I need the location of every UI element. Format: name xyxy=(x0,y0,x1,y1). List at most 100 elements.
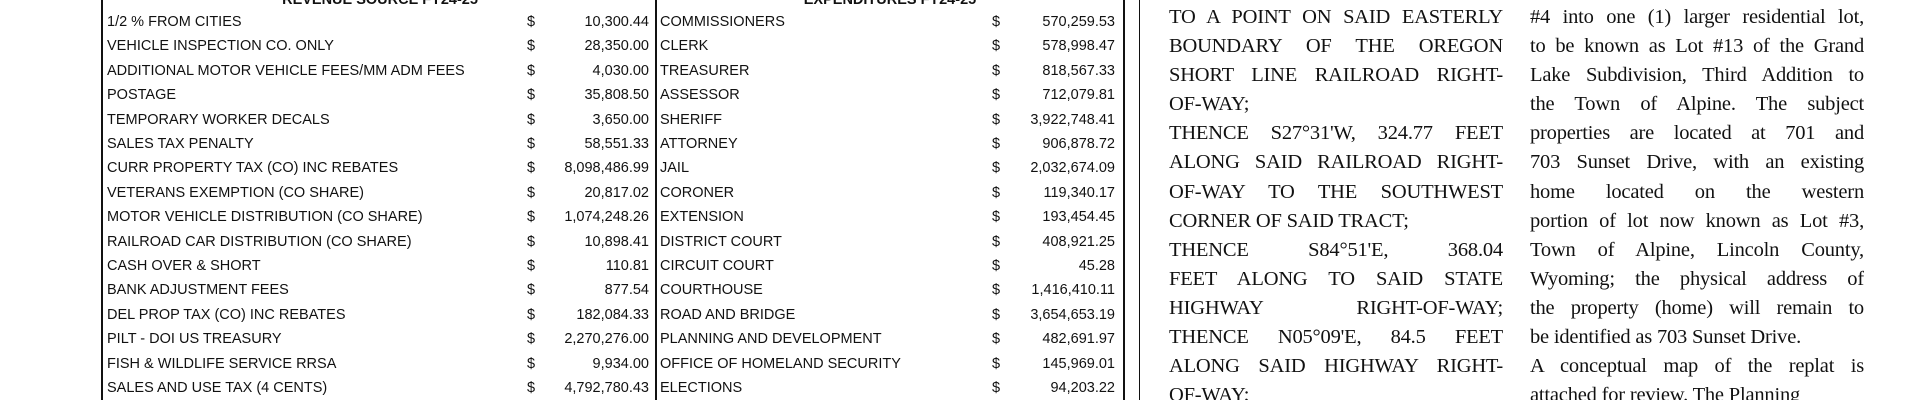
paragraph: THENCE S27°31'W, 324.77 FEET ALONG SAID R… xyxy=(1169,119,1503,235)
amount: 10,898.41 xyxy=(584,233,649,250)
currency-sign: $ xyxy=(992,38,1001,55)
amount: 8,098,486.99 xyxy=(564,160,649,177)
row-label: 1/2 % FROM CITIES xyxy=(107,14,242,30)
text-line: CORNER OF SAID TRACT; xyxy=(1169,209,1409,232)
text-line: #4 into one (1) larger residential lot, xyxy=(1530,6,1864,28)
text-line: Town of Alpine, Lincoln County, xyxy=(1530,238,1864,261)
amount: 3,654,653.19 xyxy=(1030,306,1115,323)
row-label: DISTRICT COURT xyxy=(660,233,782,250)
row-label: SALES TAX PENALTY xyxy=(107,136,254,152)
currency-sign: $ xyxy=(527,233,536,250)
text-line: properties are located at 701 and xyxy=(1530,122,1864,145)
row-label: RAILROAD CAR DISTRIBUTION (CO SHARE) xyxy=(107,233,412,250)
row-label: OFFICE OF HOMELAND SECURITY xyxy=(660,355,901,372)
row-label: DEL PROP TAX (CO) INC REBATES xyxy=(107,306,346,323)
currency-sign: $ xyxy=(527,184,536,201)
row-label: ELECTIONS xyxy=(660,380,743,396)
text-line: 703 Sunset Drive, with an existing xyxy=(1530,151,1864,174)
currency-sign: $ xyxy=(992,160,1001,177)
amount: 712,079.81 xyxy=(1042,87,1115,104)
amount: 2,270,276.00 xyxy=(564,331,649,348)
table-border xyxy=(1123,0,1125,400)
amount: 10,300.44 xyxy=(584,14,649,30)
row-label: POSTAGE xyxy=(107,87,177,104)
row-label: CORONER xyxy=(660,184,735,201)
text-line: portion of lot now known as Lot #3, xyxy=(1530,209,1864,232)
currency-sign: $ xyxy=(992,258,1001,274)
row-label: CASH OVER & SHORT xyxy=(107,258,261,274)
currency-sign: $ xyxy=(992,62,1001,79)
amount: 4,030.00 xyxy=(592,62,649,79)
text-line: the Town of Alpine. The subject xyxy=(1530,93,1864,116)
amount: 20,817.02 xyxy=(584,184,649,201)
amount: 45.28 xyxy=(1078,258,1115,274)
text-line: home located on the western xyxy=(1530,180,1864,203)
text-column: #4 into one (1) larger residential lot, t… xyxy=(1530,3,1864,400)
row-label: ATTORNEY xyxy=(660,136,738,152)
amount: 4,792,780.43 xyxy=(564,380,649,396)
amount: 877.54 xyxy=(604,282,649,299)
amount: 2,032,674.09 xyxy=(1030,160,1115,177)
currency-sign: $ xyxy=(527,306,536,323)
text-line: Lake Subdivision, Third Addition to xyxy=(1530,64,1864,87)
row-label: CLERK xyxy=(660,38,709,55)
row-label: SHERIFF xyxy=(660,111,723,128)
amount: 182,084.33 xyxy=(576,306,649,323)
row-label: ASSESSOR xyxy=(660,87,740,104)
table-divider xyxy=(655,0,657,400)
currency-sign: $ xyxy=(527,282,536,299)
row-label: BANK ADJUSTMENT FEES xyxy=(107,282,289,299)
amount: 1,074,248.26 xyxy=(564,209,649,226)
row-label: COURTHOUSE xyxy=(660,282,763,299)
currency-sign: $ xyxy=(992,282,1001,299)
amount: 35,808.50 xyxy=(584,87,649,104)
row-label: CIRCUIT COURT xyxy=(660,258,774,274)
currency-sign: $ xyxy=(527,62,536,79)
table-border xyxy=(101,0,103,400)
amount: 482,691.97 xyxy=(1042,331,1115,348)
paragraph: A conceptual map of the replat is attache… xyxy=(1530,352,1864,400)
text-column: TO A POINT ON SAID EASTERLY BOUNDARY OF T… xyxy=(1169,3,1503,400)
row-label: TEMPORARY WORKER DECALS xyxy=(107,111,330,128)
amount: 1,416,410.11 xyxy=(1031,282,1115,299)
row-label: COMMISSIONERS xyxy=(660,14,785,30)
row-label: PLANNING AND DEVELOPMENT xyxy=(660,331,882,348)
text-line: OF-WAY; xyxy=(1169,384,1250,400)
amount: 58,551.33 xyxy=(584,136,649,152)
amount: 3,922,748.41 xyxy=(1030,111,1115,128)
column-rule xyxy=(1139,0,1140,400)
row-label: TREASURER xyxy=(660,62,750,79)
text-line: HIGHWAY RIGHT-OF-WAY; xyxy=(1169,296,1503,319)
currency-sign: $ xyxy=(527,331,536,348)
row-label: VEHICLE INSPECTION CO. ONLY xyxy=(107,38,334,55)
amount: 578,998.47 xyxy=(1042,38,1115,55)
amount: 906,878.72 xyxy=(1042,136,1115,152)
paragraph: THENCE S84°51'E, 368.04 FEET ALONG TO SAI… xyxy=(1169,236,1503,400)
amount: 570,259.53 xyxy=(1042,14,1115,30)
text-line: OF-WAY TO THE SOUTHWEST xyxy=(1169,180,1503,203)
currency-sign: $ xyxy=(992,209,1001,226)
amount: 110.81 xyxy=(605,258,649,274)
text-line: OF-WAY; xyxy=(1169,93,1250,116)
text-line: THENCE S84°51'E, 368.04 xyxy=(1169,238,1503,261)
text-line: ALONG SAID RAILROAD RIGHT- xyxy=(1169,151,1503,174)
currency-sign: $ xyxy=(992,184,1001,201)
table-header: EXPENDITURES FY24-25 xyxy=(803,0,977,8)
text-line: Wyoming; the physical address of xyxy=(1530,267,1864,290)
currency-sign: $ xyxy=(527,38,536,55)
amount: 408,921.25 xyxy=(1042,233,1115,250)
currency-sign: $ xyxy=(527,209,536,226)
currency-sign: $ xyxy=(527,258,536,274)
row-label: VETERANS EXEMPTION (CO SHARE) xyxy=(107,184,365,201)
currency-sign: $ xyxy=(992,233,1001,250)
row-label: FISH & WILDLIFE SERVICE RRSA xyxy=(107,355,337,372)
currency-sign: $ xyxy=(992,331,1001,348)
paragraph: TO A POINT ON SAID EASTERLY BOUNDARY OF T… xyxy=(1169,3,1503,119)
amount: 3,650.00 xyxy=(592,111,649,128)
text-line: be identified as 703 Sunset Drive. xyxy=(1530,326,1802,349)
row-label: ROAD AND BRIDGE xyxy=(660,306,796,323)
row-label: JAIL xyxy=(660,160,690,177)
text-line: attached for review. The Planning xyxy=(1530,384,1801,400)
row-label: EXTENSION xyxy=(660,209,744,226)
